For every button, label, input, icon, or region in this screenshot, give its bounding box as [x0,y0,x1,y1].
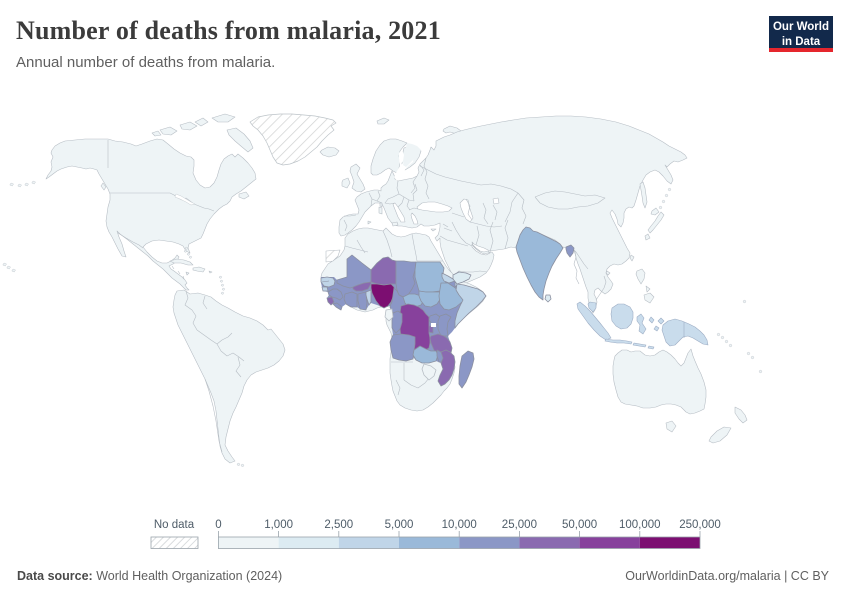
svg-text:50,000: 50,000 [562,519,597,531]
svg-text:0: 0 [215,519,221,531]
svg-text:25,000: 25,000 [502,519,537,531]
svg-text:10,000: 10,000 [442,519,477,531]
svg-text:5,000: 5,000 [385,519,414,531]
svg-text:No data: No data [154,519,195,531]
svg-text:1,000: 1,000 [264,519,293,531]
svg-text:250,000: 250,000 [679,519,721,531]
svg-text:100,000: 100,000 [619,519,661,531]
svg-text:2,500: 2,500 [324,519,353,531]
